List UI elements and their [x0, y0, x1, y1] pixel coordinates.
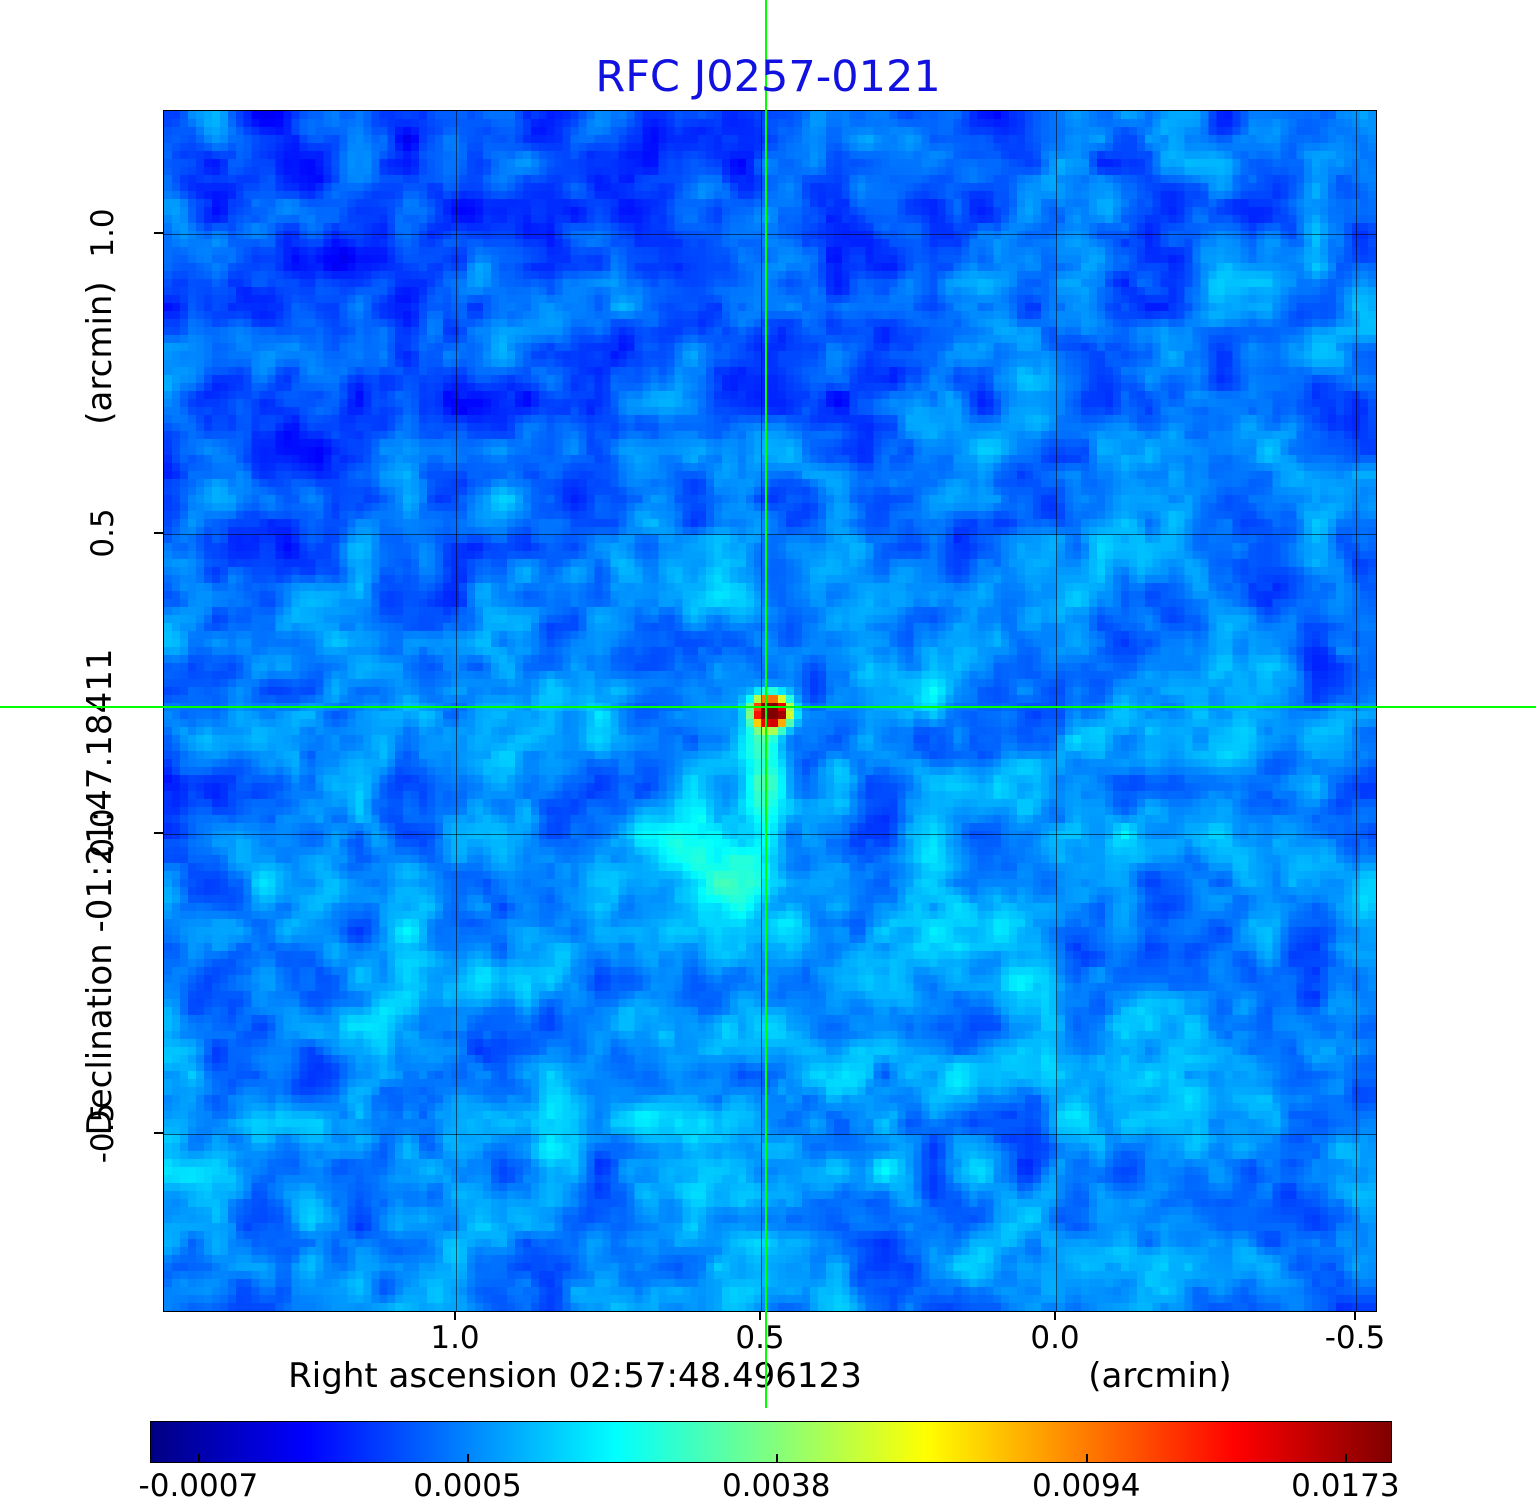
plot-title: RFC J0257-0121 — [595, 52, 941, 102]
y-tick-label: 1.0 — [85, 208, 121, 258]
grid-line-horizontal — [164, 534, 1376, 535]
grid-line-vertical — [456, 111, 457, 1311]
crosshair-vertical-line — [765, 0, 767, 1408]
grid-line-vertical — [1056, 111, 1057, 1311]
image-plot — [163, 110, 1377, 1312]
colorbar-tick-label: 0.0173 — [1291, 1468, 1400, 1504]
y-tick-mark — [154, 532, 163, 534]
colorbar-tick-mark — [776, 1454, 779, 1462]
grid-line-horizontal — [164, 1134, 1376, 1135]
grid-line-vertical — [1356, 111, 1357, 1311]
grid-line-horizontal — [164, 234, 1376, 235]
x-tick-mark — [454, 1311, 456, 1320]
colorbar — [150, 1421, 1392, 1463]
colorbar-tick-mark — [467, 1454, 470, 1462]
colorbar-tick-label: 0.0038 — [721, 1468, 831, 1504]
colorbar-tick-label: 0.0005 — [413, 1468, 522, 1504]
x-tick-mark — [1054, 1311, 1056, 1320]
colorbar-tick-mark — [1086, 1454, 1089, 1462]
colorbar-labels: -0.0007 0.0005 0.0038 0.0094 0.0173 — [139, 1468, 1400, 1508]
y-tick-mark — [154, 232, 163, 234]
x-axis-label: Right ascension 02:57:48.496123 — [288, 1356, 862, 1396]
x-tick-label: 1.0 — [430, 1320, 480, 1356]
colorbar-tick-mark — [198, 1454, 201, 1462]
radio-intensity-map — [164, 111, 1376, 1311]
x-tick-label: 0.0 — [1030, 1320, 1080, 1356]
colorbar-tick-label: -0.0007 — [138, 1468, 259, 1504]
y-tick-mark — [154, 832, 163, 834]
x-axis-unit: (arcmin) — [1088, 1356, 1232, 1396]
crosshair-horizontal-line — [0, 706, 1536, 708]
colorbar-tick-label: 0.0094 — [1031, 1468, 1141, 1504]
x-tick-mark — [1354, 1311, 1356, 1320]
y-tick-label: 0.5 — [85, 508, 121, 558]
x-tick-mark — [759, 1311, 761, 1320]
y-axis-unit: (arcmin) — [80, 281, 120, 425]
colorbar-tick-mark — [1345, 1454, 1348, 1462]
x-tick-label: -0.5 — [1324, 1320, 1386, 1356]
y-tick-mark — [154, 1132, 163, 1134]
grid-line-vertical — [761, 111, 762, 1311]
x-tick-label: 0.5 — [735, 1320, 785, 1356]
y-axis-label: Declination -01:21:47.18411 — [80, 648, 120, 1136]
grid-line-horizontal — [164, 834, 1376, 835]
